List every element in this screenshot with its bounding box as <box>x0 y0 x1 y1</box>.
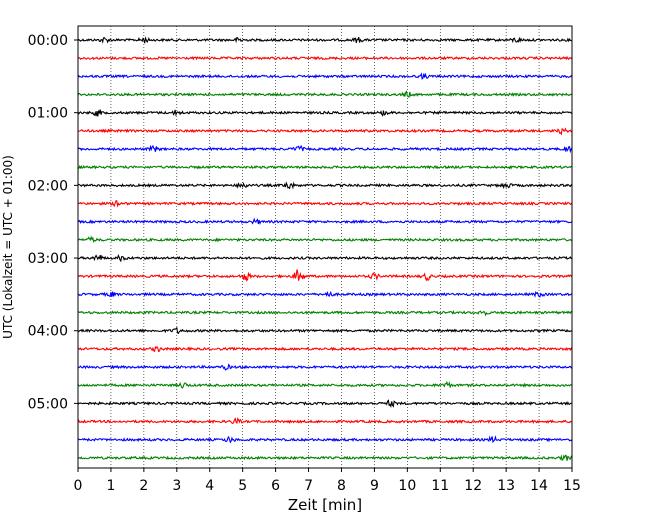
x-tick-label: 11 <box>431 478 449 494</box>
trace-20 <box>77 399 573 409</box>
y-tick-label: 03:00 <box>28 251 68 267</box>
trace-15 <box>77 309 573 317</box>
trace-12 <box>77 254 573 263</box>
trace-0 <box>77 36 573 44</box>
x-axis-label: Zeit [min] <box>288 496 362 514</box>
y-tick-label: 02:00 <box>28 178 68 194</box>
trace-8 <box>77 181 573 190</box>
x-tick-label: 2 <box>139 478 148 494</box>
x-tick-label: 6 <box>271 478 280 494</box>
y-tick-label: 04:00 <box>28 324 68 340</box>
trace-9 <box>77 200 573 208</box>
trace-2 <box>77 72 573 80</box>
x-tick-label: 4 <box>205 478 214 494</box>
x-tick-label: 13 <box>497 478 515 494</box>
trace-10 <box>77 217 573 225</box>
traces-layer <box>77 36 573 462</box>
x-tick-label: 15 <box>563 478 581 494</box>
trace-3 <box>77 90 573 99</box>
trace-17 <box>77 345 573 353</box>
y-tick-label: 01:00 <box>28 106 68 122</box>
trace-4 <box>77 109 573 117</box>
trace-6 <box>77 144 573 154</box>
trace-11 <box>77 235 573 243</box>
trace-7 <box>77 164 573 170</box>
x-tick-label: 1 <box>106 478 115 494</box>
x-tick-label: 5 <box>238 478 247 494</box>
trace-22 <box>77 435 573 444</box>
trace-5 <box>77 127 573 136</box>
x-tick-label: 10 <box>398 478 416 494</box>
trace-16 <box>77 326 573 335</box>
x-tick-label: 14 <box>530 478 548 494</box>
x-axis: 0 1 2 3 4 5 6 7 8 9 10 11 12 13 14 15 <box>74 468 581 494</box>
x-tick-label: 9 <box>370 478 379 494</box>
plot-frame <box>77 25 573 469</box>
x-tick-label: 0 <box>74 478 83 494</box>
trace-18 <box>77 363 573 371</box>
trace-21 <box>77 417 573 425</box>
trace-23 <box>77 454 573 462</box>
y-tick-label: 00:00 <box>28 33 68 49</box>
x-tick-label: 3 <box>172 478 181 494</box>
x-tick-label: 8 <box>337 478 346 494</box>
trace-19 <box>77 380 573 389</box>
x-tick-label: 7 <box>304 478 313 494</box>
x-tick-label: 12 <box>464 478 482 494</box>
trace-1 <box>77 55 573 61</box>
trace-14 <box>77 290 573 298</box>
y-tick-label: 05:00 <box>28 396 68 412</box>
vertical-grid <box>110 26 540 468</box>
y-axis: 00:00 01:00 02:00 03:00 04:00 05:00 <box>28 33 78 412</box>
trace-13 <box>77 269 573 282</box>
y-axis-label: UTC (Lokalzeit = UTC + 01:00) <box>1 155 15 339</box>
